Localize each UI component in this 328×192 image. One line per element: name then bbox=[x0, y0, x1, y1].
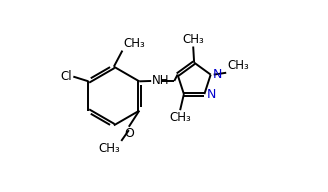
Text: CH₃: CH₃ bbox=[182, 33, 204, 46]
Text: CH₃: CH₃ bbox=[123, 37, 145, 50]
Text: O: O bbox=[124, 127, 134, 140]
Text: N: N bbox=[213, 68, 222, 81]
Text: NH: NH bbox=[152, 74, 170, 87]
Text: CH₃: CH₃ bbox=[227, 59, 249, 72]
Text: CH₃: CH₃ bbox=[99, 142, 120, 155]
Text: Cl: Cl bbox=[61, 70, 72, 83]
Text: CH₃: CH₃ bbox=[169, 111, 191, 124]
Text: N: N bbox=[206, 88, 215, 101]
